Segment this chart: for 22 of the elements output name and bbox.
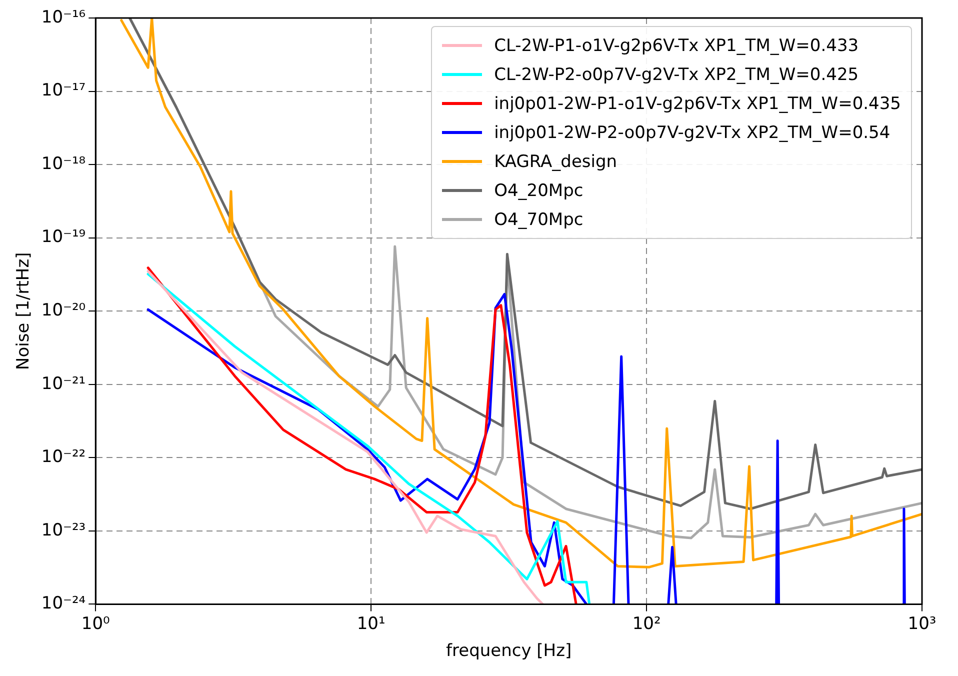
legend-label: CL-2W-P2-o0p7V-g2V-Tx XP2_TM_W=0.425 xyxy=(494,64,859,84)
legend-label: CL-2W-P1-o1V-g2p6V-Tx XP1_TM_W=0.433 xyxy=(494,36,859,56)
y-tick-label: 10⁻²⁰ xyxy=(41,300,86,321)
y-tick-label: 10⁻¹⁸ xyxy=(41,154,86,174)
y-tick-label: 10⁻²² xyxy=(41,447,86,468)
legend-label: inj0p01-2W-P2-o0p7V-g2V-Tx XP2_TM_W=0.54 xyxy=(494,122,890,142)
y-tick-label: 10⁻²⁴ xyxy=(41,594,86,614)
y-tick-label: 10⁻¹⁷ xyxy=(41,80,86,101)
y-tick-label: 10⁻²³ xyxy=(41,520,86,540)
legend-label: KAGRA_design xyxy=(494,152,618,172)
x-tick-label: 10⁰ xyxy=(81,614,110,634)
y-tick-label: 10⁻¹⁹ xyxy=(41,227,86,248)
x-tick-label: 10² xyxy=(632,614,661,634)
legend-label: O4_20Mpc xyxy=(494,180,584,200)
legend-label: O4_70Mpc xyxy=(494,210,584,230)
y-tick-label: 10⁻²¹ xyxy=(41,374,86,394)
x-tick-label: 10³ xyxy=(908,614,936,634)
x-tick-label: 10¹ xyxy=(356,614,386,634)
legend-label: inj0p01-2W-P1-o1V-g2p6V-Tx XP1_TM_W=0.435 xyxy=(494,94,901,114)
y-axis-title: Noise [1/rtHz] xyxy=(14,252,34,370)
y-tick-label: 10⁻¹⁶ xyxy=(41,7,86,28)
x-axis-title: frequency [Hz] xyxy=(446,641,572,662)
